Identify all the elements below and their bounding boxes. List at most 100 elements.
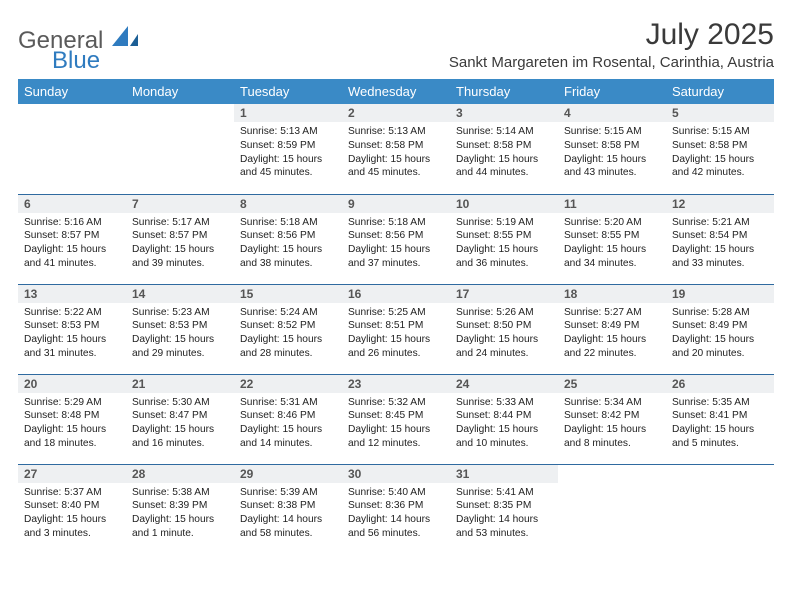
calendar-cell: 1Sunrise: 5:13 AMSunset: 8:59 PMDaylight… <box>234 104 342 194</box>
day-details: Sunrise: 5:34 AMSunset: 8:42 PMDaylight:… <box>558 393 666 453</box>
day-details: Sunrise: 5:27 AMSunset: 8:49 PMDaylight:… <box>558 303 666 363</box>
brand-logo: General Blue <box>18 18 140 73</box>
day-details: Sunrise: 5:15 AMSunset: 8:58 PMDaylight:… <box>558 122 666 182</box>
dow-header: Wednesday <box>342 79 450 104</box>
sunrise-text: Sunrise: 5:35 AM <box>672 396 768 410</box>
day-number: 10 <box>450 195 558 213</box>
day-number: 2 <box>342 104 450 122</box>
dow-header: Friday <box>558 79 666 104</box>
day-number: 11 <box>558 195 666 213</box>
daylight-text: Daylight: 15 hours and 22 minutes. <box>564 333 660 361</box>
daylight-text: Daylight: 15 hours and 14 minutes. <box>240 423 336 451</box>
daylight-text: Daylight: 15 hours and 20 minutes. <box>672 333 768 361</box>
day-number: 14 <box>126 285 234 303</box>
day-number: 18 <box>558 285 666 303</box>
sunrise-text: Sunrise: 5:41 AM <box>456 486 552 500</box>
calendar-cell: 15Sunrise: 5:24 AMSunset: 8:52 PMDayligh… <box>234 284 342 374</box>
sunrise-text: Sunrise: 5:27 AM <box>564 306 660 320</box>
day-number: 3 <box>450 104 558 122</box>
sunset-text: Sunset: 8:53 PM <box>24 319 120 333</box>
day-details: Sunrise: 5:18 AMSunset: 8:56 PMDaylight:… <box>234 213 342 273</box>
sunset-text: Sunset: 8:55 PM <box>456 229 552 243</box>
daylight-text: Daylight: 15 hours and 18 minutes. <box>24 423 120 451</box>
daylight-text: Daylight: 15 hours and 39 minutes. <box>132 243 228 271</box>
sunset-text: Sunset: 8:58 PM <box>564 139 660 153</box>
sunset-text: Sunset: 8:49 PM <box>672 319 768 333</box>
day-number: 30 <box>342 465 450 483</box>
day-details: Sunrise: 5:22 AMSunset: 8:53 PMDaylight:… <box>18 303 126 363</box>
sunset-text: Sunset: 8:48 PM <box>24 409 120 423</box>
daylight-text: Daylight: 14 hours and 58 minutes. <box>240 513 336 541</box>
day-details: Sunrise: 5:26 AMSunset: 8:50 PMDaylight:… <box>450 303 558 363</box>
daylight-text: Daylight: 15 hours and 24 minutes. <box>456 333 552 361</box>
sunrise-text: Sunrise: 5:23 AM <box>132 306 228 320</box>
day-number: 5 <box>666 104 774 122</box>
day-details: Sunrise: 5:13 AMSunset: 8:58 PMDaylight:… <box>342 122 450 182</box>
page-subtitle: Sankt Margareten im Rosental, Carinthia,… <box>449 54 774 71</box>
sunset-text: Sunset: 8:39 PM <box>132 499 228 513</box>
day-number: 25 <box>558 375 666 393</box>
calendar-cell: 16Sunrise: 5:25 AMSunset: 8:51 PMDayligh… <box>342 284 450 374</box>
sunrise-text: Sunrise: 5:25 AM <box>348 306 444 320</box>
sunset-text: Sunset: 8:47 PM <box>132 409 228 423</box>
day-number: 24 <box>450 375 558 393</box>
daylight-text: Daylight: 15 hours and 31 minutes. <box>24 333 120 361</box>
sunset-text: Sunset: 8:57 PM <box>24 229 120 243</box>
day-details: Sunrise: 5:29 AMSunset: 8:48 PMDaylight:… <box>18 393 126 453</box>
calendar-cell: 30Sunrise: 5:40 AMSunset: 8:36 PMDayligh… <box>342 464 450 554</box>
dow-header: Saturday <box>666 79 774 104</box>
sunrise-text: Sunrise: 5:34 AM <box>564 396 660 410</box>
daylight-text: Daylight: 15 hours and 8 minutes. <box>564 423 660 451</box>
day-details: Sunrise: 5:38 AMSunset: 8:39 PMDaylight:… <box>126 483 234 543</box>
day-number: 4 <box>558 104 666 122</box>
daylight-text: Daylight: 14 hours and 56 minutes. <box>348 513 444 541</box>
sunrise-text: Sunrise: 5:16 AM <box>24 216 120 230</box>
day-number: 17 <box>450 285 558 303</box>
sunset-text: Sunset: 8:57 PM <box>132 229 228 243</box>
sunset-text: Sunset: 8:54 PM <box>672 229 768 243</box>
sunrise-text: Sunrise: 5:33 AM <box>456 396 552 410</box>
day-details: Sunrise: 5:14 AMSunset: 8:58 PMDaylight:… <box>450 122 558 182</box>
day-number: 16 <box>342 285 450 303</box>
calendar-cell: 3Sunrise: 5:14 AMSunset: 8:58 PMDaylight… <box>450 104 558 194</box>
day-details: Sunrise: 5:28 AMSunset: 8:49 PMDaylight:… <box>666 303 774 363</box>
sunrise-text: Sunrise: 5:31 AM <box>240 396 336 410</box>
day-number: 7 <box>126 195 234 213</box>
sunrise-text: Sunrise: 5:19 AM <box>456 216 552 230</box>
day-number: 29 <box>234 465 342 483</box>
daylight-text: Daylight: 15 hours and 16 minutes. <box>132 423 228 451</box>
daylight-text: Daylight: 15 hours and 33 minutes. <box>672 243 768 271</box>
page-title: July 2025 <box>449 18 774 52</box>
sunrise-text: Sunrise: 5:38 AM <box>132 486 228 500</box>
day-details: Sunrise: 5:31 AMSunset: 8:46 PMDaylight:… <box>234 393 342 453</box>
sunset-text: Sunset: 8:58 PM <box>672 139 768 153</box>
day-number: 28 <box>126 465 234 483</box>
sunset-text: Sunset: 8:52 PM <box>240 319 336 333</box>
sunrise-text: Sunrise: 5:20 AM <box>564 216 660 230</box>
day-details: Sunrise: 5:35 AMSunset: 8:41 PMDaylight:… <box>666 393 774 453</box>
sunrise-text: Sunrise: 5:29 AM <box>24 396 120 410</box>
daylight-text: Daylight: 15 hours and 5 minutes. <box>672 423 768 451</box>
sunrise-text: Sunrise: 5:37 AM <box>24 486 120 500</box>
daylight-text: Daylight: 15 hours and 1 minute. <box>132 513 228 541</box>
dow-header: Thursday <box>450 79 558 104</box>
day-details: Sunrise: 5:21 AMSunset: 8:54 PMDaylight:… <box>666 213 774 273</box>
day-details: Sunrise: 5:13 AMSunset: 8:59 PMDaylight:… <box>234 122 342 182</box>
day-number: 15 <box>234 285 342 303</box>
calendar-cell: 11Sunrise: 5:20 AMSunset: 8:55 PMDayligh… <box>558 194 666 284</box>
daylight-text: Daylight: 15 hours and 29 minutes. <box>132 333 228 361</box>
calendar-cell <box>558 464 666 554</box>
calendar-cell <box>126 104 234 194</box>
calendar-cell: 27Sunrise: 5:37 AMSunset: 8:40 PMDayligh… <box>18 464 126 554</box>
calendar-cell: 29Sunrise: 5:39 AMSunset: 8:38 PMDayligh… <box>234 464 342 554</box>
daylight-text: Daylight: 15 hours and 3 minutes. <box>24 513 120 541</box>
daylight-text: Daylight: 15 hours and 12 minutes. <box>348 423 444 451</box>
sunset-text: Sunset: 8:46 PM <box>240 409 336 423</box>
calendar-cell: 22Sunrise: 5:31 AMSunset: 8:46 PMDayligh… <box>234 374 342 464</box>
sunset-text: Sunset: 8:53 PM <box>132 319 228 333</box>
sunset-text: Sunset: 8:58 PM <box>456 139 552 153</box>
sunrise-text: Sunrise: 5:17 AM <box>132 216 228 230</box>
daylight-text: Daylight: 15 hours and 26 minutes. <box>348 333 444 361</box>
day-details: Sunrise: 5:40 AMSunset: 8:36 PMDaylight:… <box>342 483 450 543</box>
day-number: 23 <box>342 375 450 393</box>
